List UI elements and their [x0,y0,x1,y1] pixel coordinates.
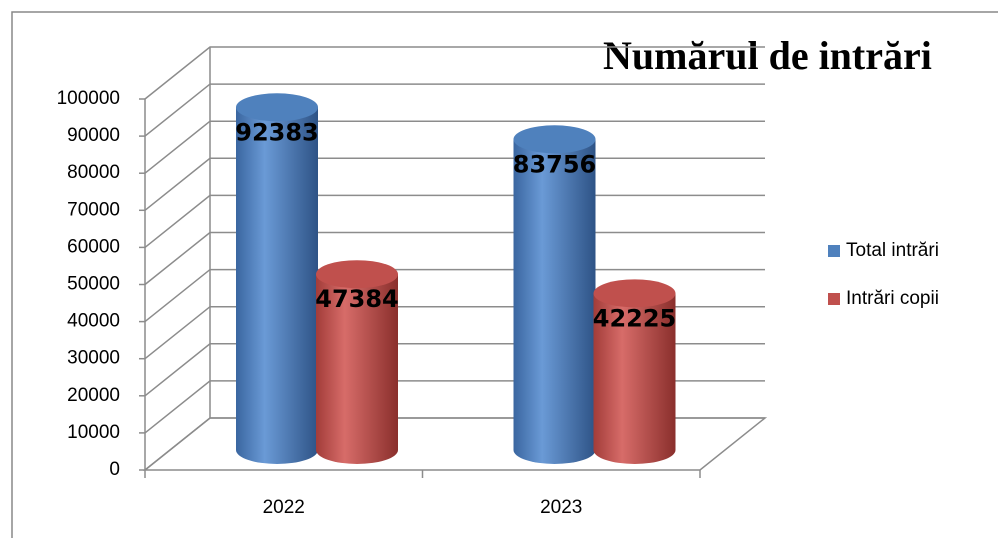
legend-label: Intrări copii [846,288,939,309]
legend-label: Total intrări [846,240,939,261]
data-label: 42225 [593,304,677,332]
y-tick-label: 100000 [57,88,120,109]
chart-title: Numărul de intrări [603,33,932,78]
data-label: 92383 [235,118,319,146]
y-tick-label: 0 [109,459,120,480]
legend-swatch [828,293,840,305]
cylinder-body [236,107,318,465]
y-tick-label: 80000 [67,162,120,183]
x-tick-label: 2022 [263,497,305,518]
grid-line [144,120,765,174]
x-tick-label: 2023 [540,497,582,518]
y-tick-label: 10000 [67,422,120,443]
cylinder-body [316,274,398,464]
y-tick-label: 90000 [67,125,120,146]
y-tick-label: 50000 [67,274,120,295]
grid-line [144,83,765,137]
cylinder [236,93,318,465]
cylinder-body [513,139,596,464]
cylinder-top [593,279,676,308]
cylinder [593,279,676,465]
data-label: 47384 [315,285,399,313]
y-tick-label: 60000 [67,236,120,257]
cylinder-top [513,125,596,154]
chart-frame [11,11,998,538]
grid-line [144,46,765,100]
y-tick-label: 30000 [67,348,120,369]
cylinder-top [236,93,318,122]
y-tick-label: 70000 [67,199,120,220]
data-label: 83756 [513,150,597,178]
cylinder-top [316,260,398,289]
cylinder [316,260,398,464]
y-tick-label: 20000 [67,385,120,406]
legend-swatch [828,245,840,257]
cylinder-body [593,293,676,465]
y-tick-label: 40000 [67,311,120,332]
cylinder [513,125,596,464]
